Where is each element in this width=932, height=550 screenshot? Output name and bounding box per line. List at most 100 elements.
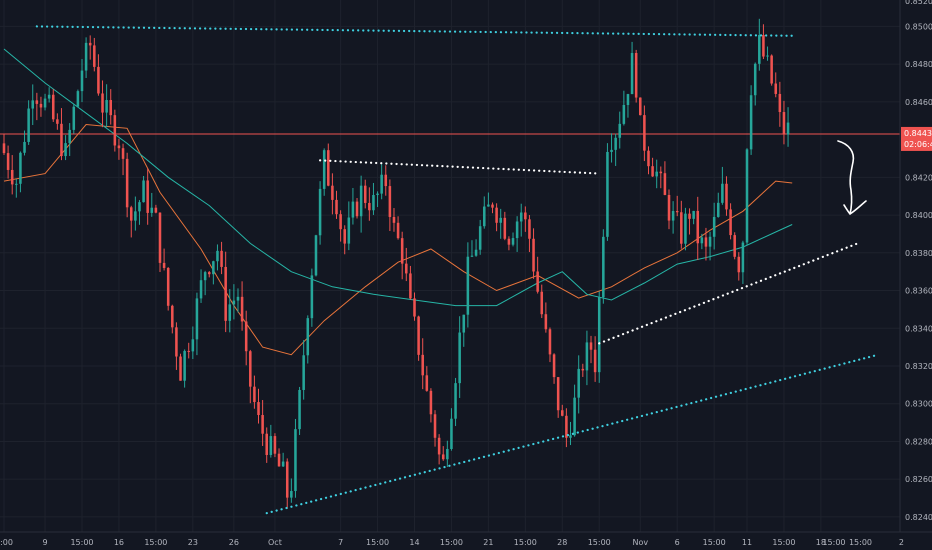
candle-body [700, 237, 704, 244]
candle-body [294, 429, 297, 492]
candle-body [491, 204, 494, 208]
candle-body [368, 202, 371, 211]
candle-body [380, 174, 383, 194]
time-axis[interactable]: 5:00915:001615:002326Oct715:001415:00211… [0, 531, 932, 550]
candle-body [610, 149, 613, 152]
time-tick-label: 15:00 [144, 538, 167, 547]
moving-average-line [3, 123, 793, 356]
candle-body [187, 350, 190, 352]
candle-body [712, 216, 716, 237]
candle-body [429, 390, 433, 415]
candle-body [450, 418, 453, 449]
candle-body [651, 166, 654, 177]
time-tick-label: 15:00 [514, 538, 537, 547]
candle-body [762, 35, 765, 57]
candle-body [302, 355, 305, 390]
candle-body [786, 122, 790, 135]
candle-body [446, 448, 449, 460]
candle-body [675, 211, 679, 213]
candle-body [569, 435, 572, 438]
candle-body [244, 321, 248, 352]
last-price-label: 0.84438 02:06:44 [901, 126, 932, 151]
candle-body [249, 351, 252, 387]
trendline[interactable] [598, 242, 859, 345]
time-tick-label: 26 [229, 538, 239, 547]
trendline[interactable] [265, 353, 880, 515]
candle-body [417, 316, 420, 355]
candle-body [704, 237, 708, 247]
candle-body [298, 389, 301, 430]
candle-body [696, 210, 700, 244]
candle-body [60, 123, 63, 157]
candle-body [261, 415, 264, 434]
candle-body [171, 305, 174, 328]
time-tick-label: 11 [742, 538, 752, 547]
candle-body [688, 213, 691, 219]
candle-body [129, 207, 133, 221]
hand-drawn-arrow-annotation[interactable] [837, 140, 867, 215]
candle-body [372, 194, 375, 211]
candle-body [462, 314, 466, 333]
candle-body [310, 275, 314, 319]
candle-body [64, 143, 67, 157]
time-tick-label: Nov [632, 538, 648, 547]
candle-body [327, 150, 330, 186]
price-axis-panel [900, 0, 932, 550]
candle-body [47, 94, 51, 99]
candle-body [343, 229, 346, 244]
time-tick-label: 9 [43, 538, 48, 547]
candle-body [774, 83, 778, 94]
candle-body [622, 105, 626, 124]
time-tick-label: 5:00 [0, 538, 13, 547]
time-axis-panel [0, 532, 932, 550]
candle-body [175, 327, 178, 357]
candle-body [741, 242, 745, 273]
trendline[interactable] [35, 25, 798, 37]
candle-body [220, 250, 223, 267]
candle-body [351, 201, 355, 218]
candle-body [478, 226, 482, 250]
candle-body [593, 349, 597, 373]
candle-body [561, 410, 564, 416]
candle-body [93, 45, 96, 67]
candle-body [105, 99, 108, 113]
candle-body [540, 291, 544, 315]
candle-body [602, 236, 605, 298]
candle-body [179, 356, 182, 381]
trendlines[interactable] [35, 25, 880, 515]
candle-body [154, 207, 158, 213]
candle-body [671, 211, 675, 221]
candle-body [35, 100, 39, 104]
time-tick-label: 21 [483, 538, 493, 547]
time-tick-label: 6 [675, 538, 680, 547]
last-price-value: 0.84438 [904, 129, 932, 138]
candle-body [142, 180, 145, 203]
time-tick-label: 15:00 [588, 538, 611, 547]
candle-body [758, 35, 761, 64]
trendline[interactable] [318, 159, 601, 175]
candle-body [392, 216, 396, 223]
time-tick-label: 16 [114, 538, 124, 547]
candle-body [212, 261, 215, 275]
candle-body [183, 350, 186, 381]
candle-body [240, 296, 244, 322]
candle-body [207, 272, 211, 275]
candle-body [626, 94, 630, 106]
candle-body [556, 377, 560, 411]
time-tick-label: Oct [268, 538, 282, 547]
candle-body [725, 183, 728, 210]
candle-body [745, 149, 749, 243]
candle-body [639, 97, 642, 116]
candle-body [454, 383, 457, 419]
candle-body [84, 42, 88, 71]
candle-body [6, 153, 10, 170]
candle-body [577, 368, 580, 398]
candle-body [146, 180, 149, 213]
